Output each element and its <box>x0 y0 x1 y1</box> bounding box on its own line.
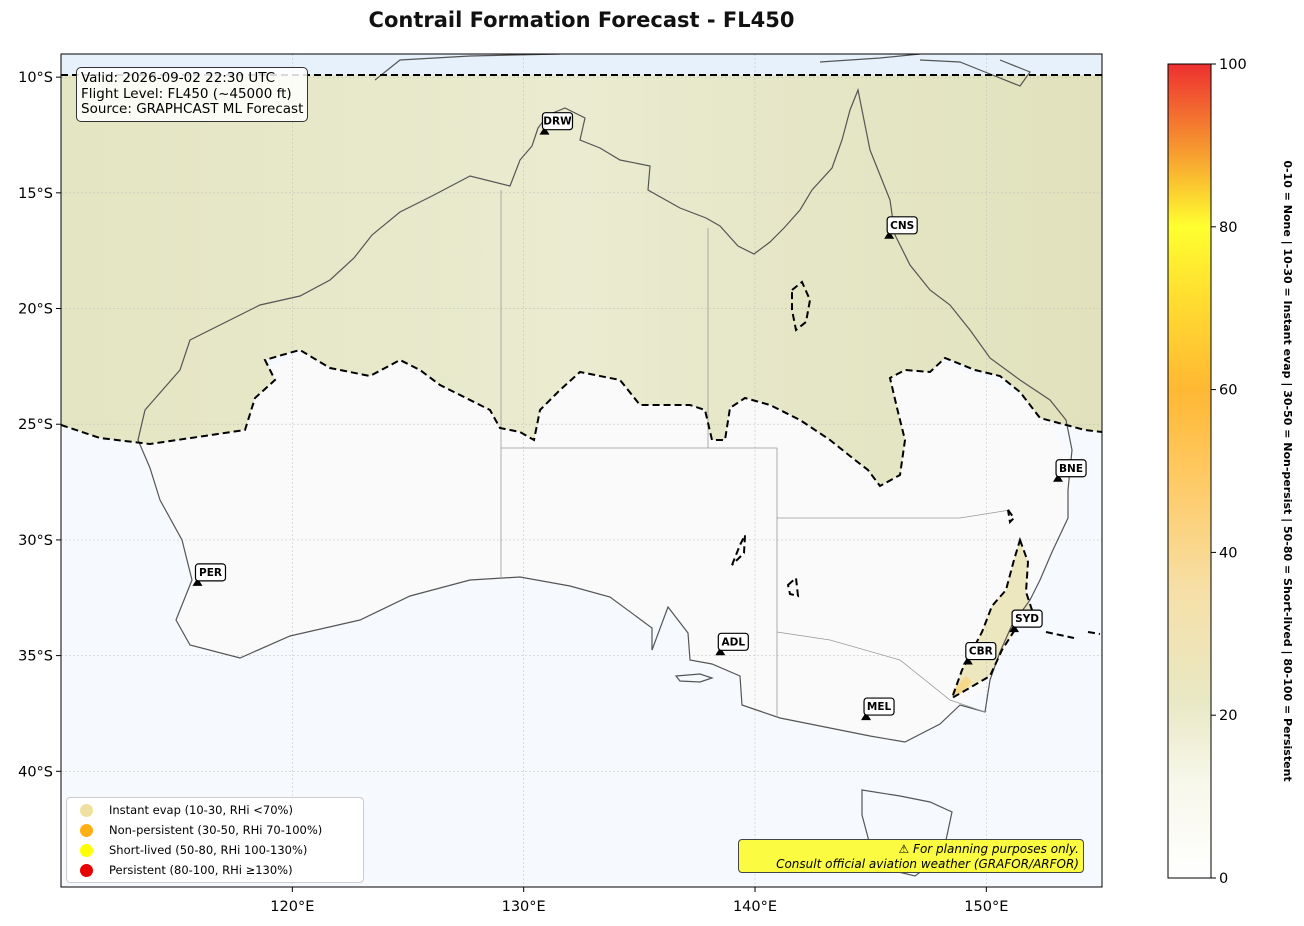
flight-level: Flight Level: FL450 (~45000 ft) <box>81 85 292 102</box>
contour-east-region <box>950 536 1034 701</box>
legend-dot-icon <box>80 843 93 857</box>
disclaimer-box: ⚠ For planning purposes only. Consult of… <box>738 839 1084 873</box>
sa-nt-border <box>501 447 778 718</box>
airport-label-box <box>863 697 895 716</box>
map-area: DRW CNS BNE PER ADL SYD CBR MEL <box>61 54 1102 887</box>
airport-cbr[interactable]: CBR <box>962 641 997 665</box>
legend-label: Instant evap (10-30, RHi <70%) <box>109 803 293 817</box>
disclaimer-line-1: ⚠ For planning purposes only. <box>898 842 1079 856</box>
lat-tick-label: 20°S <box>18 302 53 318</box>
colorbar-tick-label: 100 <box>1219 57 1247 73</box>
contour-isolated-3 <box>786 575 800 598</box>
colorbar-tick-label: 40 <box>1219 545 1237 561</box>
colorbar-side-label: 0-10 = None | 10-30 = Instant evap | 30-… <box>1281 160 1294 781</box>
airport-code: SYD <box>1015 613 1039 625</box>
colorbar-tick-label: 60 <box>1219 383 1237 399</box>
contour-isolated-1 <box>791 280 812 332</box>
lon-tick-label: 130°E <box>502 899 546 915</box>
airport-marker-icon <box>861 712 872 721</box>
contour-isolated-2 <box>731 534 746 566</box>
lat-tick-label: 35°S <box>18 649 53 665</box>
contrail-region-north <box>61 75 1102 486</box>
airport-marker-icon <box>715 647 726 656</box>
airport-code: ADL <box>722 636 746 648</box>
legend-item-shortlived: Short-lived (50-80, RHi 100-130%) <box>80 841 307 859</box>
airport-marker-icon <box>1009 624 1020 633</box>
airport-code: DRW <box>543 116 572 128</box>
contour-north-boundary <box>61 348 1102 488</box>
airport-label-box <box>541 112 574 131</box>
airport-code: MEL <box>867 701 892 713</box>
new-guinea-coast <box>374 54 1031 87</box>
airport-mel[interactable]: MEL <box>861 697 895 721</box>
map-title: Contrail Formation Forecast - FL450 <box>368 8 795 32</box>
airport-code: CNS <box>890 220 914 232</box>
legend-dot-icon <box>80 823 93 837</box>
airport-drw[interactable]: DRW <box>539 112 574 135</box>
lat-tick-label: 25°S <box>18 417 53 433</box>
airport-syd[interactable]: SYD <box>1009 609 1043 633</box>
nsw-vic-border <box>776 631 986 713</box>
contours <box>61 74 1102 701</box>
colorbar-tick-label: 20 <box>1219 708 1237 724</box>
colorbar-tick-label: 80 <box>1219 220 1237 236</box>
airport-marker-icon <box>539 126 550 135</box>
colorbar <box>1167 63 1212 879</box>
legend: Instant evap (10-30, RHi <70%) Non-persi… <box>66 797 364 883</box>
airport-marker-icon <box>962 656 973 665</box>
airport-code: CBR <box>969 646 993 658</box>
airport-code: BNE <box>1059 463 1083 475</box>
airport-bne[interactable]: BNE <box>1053 459 1087 482</box>
lon-tick-label: 140°E <box>733 899 777 915</box>
airport-label-box <box>194 563 227 582</box>
lat-tick-label: 30°S <box>18 533 53 549</box>
legend-item-instant: Instant evap (10-30, RHi <70%) <box>80 801 293 819</box>
airport-cns[interactable]: CNS <box>884 216 918 239</box>
coastlines <box>137 54 1073 877</box>
airport-per[interactable]: PER <box>192 563 227 586</box>
legend-label: Short-lived (50-80, RHi 100-130%) <box>109 843 308 857</box>
north-strip <box>61 54 1102 75</box>
australia-coastline <box>137 87 1073 743</box>
airport-code: PER <box>199 567 222 579</box>
state-borders <box>500 190 1011 718</box>
contour-east-isolated <box>1007 509 1101 639</box>
lon-tick-label: 150°E <box>964 899 1008 915</box>
legend-item-persistent: Persistent (80-100, RHi ≥130%) <box>80 861 293 879</box>
airport-label-box <box>1055 459 1087 478</box>
airport-adl[interactable]: ADL <box>715 632 749 656</box>
airport-label-box <box>965 641 997 661</box>
contrail-patch-canberra <box>952 676 972 696</box>
legend-item-nonpersistent: Non-persistent (30-50, RHi 70-100%) <box>80 821 322 839</box>
forecast-info-box: Valid: 2026-09-02 22:30 UTC Flight Level… <box>76 67 309 122</box>
lat-tick-label: 40°S <box>18 764 53 780</box>
forecast-source: Source: GRAPHCAST ML Forecast <box>81 101 304 117</box>
legend-dot-icon <box>80 863 93 877</box>
airport-marker-icon <box>884 230 895 239</box>
airport-label-box <box>886 216 918 235</box>
map-frame <box>60 53 1103 888</box>
lon-tick-label: 120°E <box>270 899 314 915</box>
disclaimer-line-2: Consult official aviation weather (GRAFO… <box>776 856 1079 871</box>
colorbar-tick-label: 0 <box>1219 871 1228 887</box>
qld-nsw-border <box>777 509 1011 519</box>
legend-label: Non-persistent (30-50, RHi 70-100%) <box>109 823 323 837</box>
colorbar-ticks: 0 20 40 60 80 100 <box>1211 57 1247 887</box>
airport-marker-icon <box>192 577 203 586</box>
kangaroo-island <box>674 673 714 683</box>
valid-time: Valid: 2026-09-02 22:30 UTC <box>81 70 276 86</box>
airport-label-box <box>717 632 749 651</box>
legend-dot-icon <box>80 803 93 817</box>
lat-tick-label: 15°S <box>18 186 53 202</box>
airport-marker-icon <box>1053 473 1064 482</box>
axis-labels: 10°S 15°S 20°S 25°S 30°S 35°S 40°S 120°E 130°E 14… <box>18 70 1008 915</box>
airport-label-box <box>1011 609 1043 628</box>
lat-tick-label: 10°S <box>18 70 53 86</box>
airport-markers: DRW CNS BNE PER ADL SYD CBR MEL <box>192 112 1087 721</box>
legend-label: Persistent (80-100, RHi ≥130%) <box>109 863 293 877</box>
